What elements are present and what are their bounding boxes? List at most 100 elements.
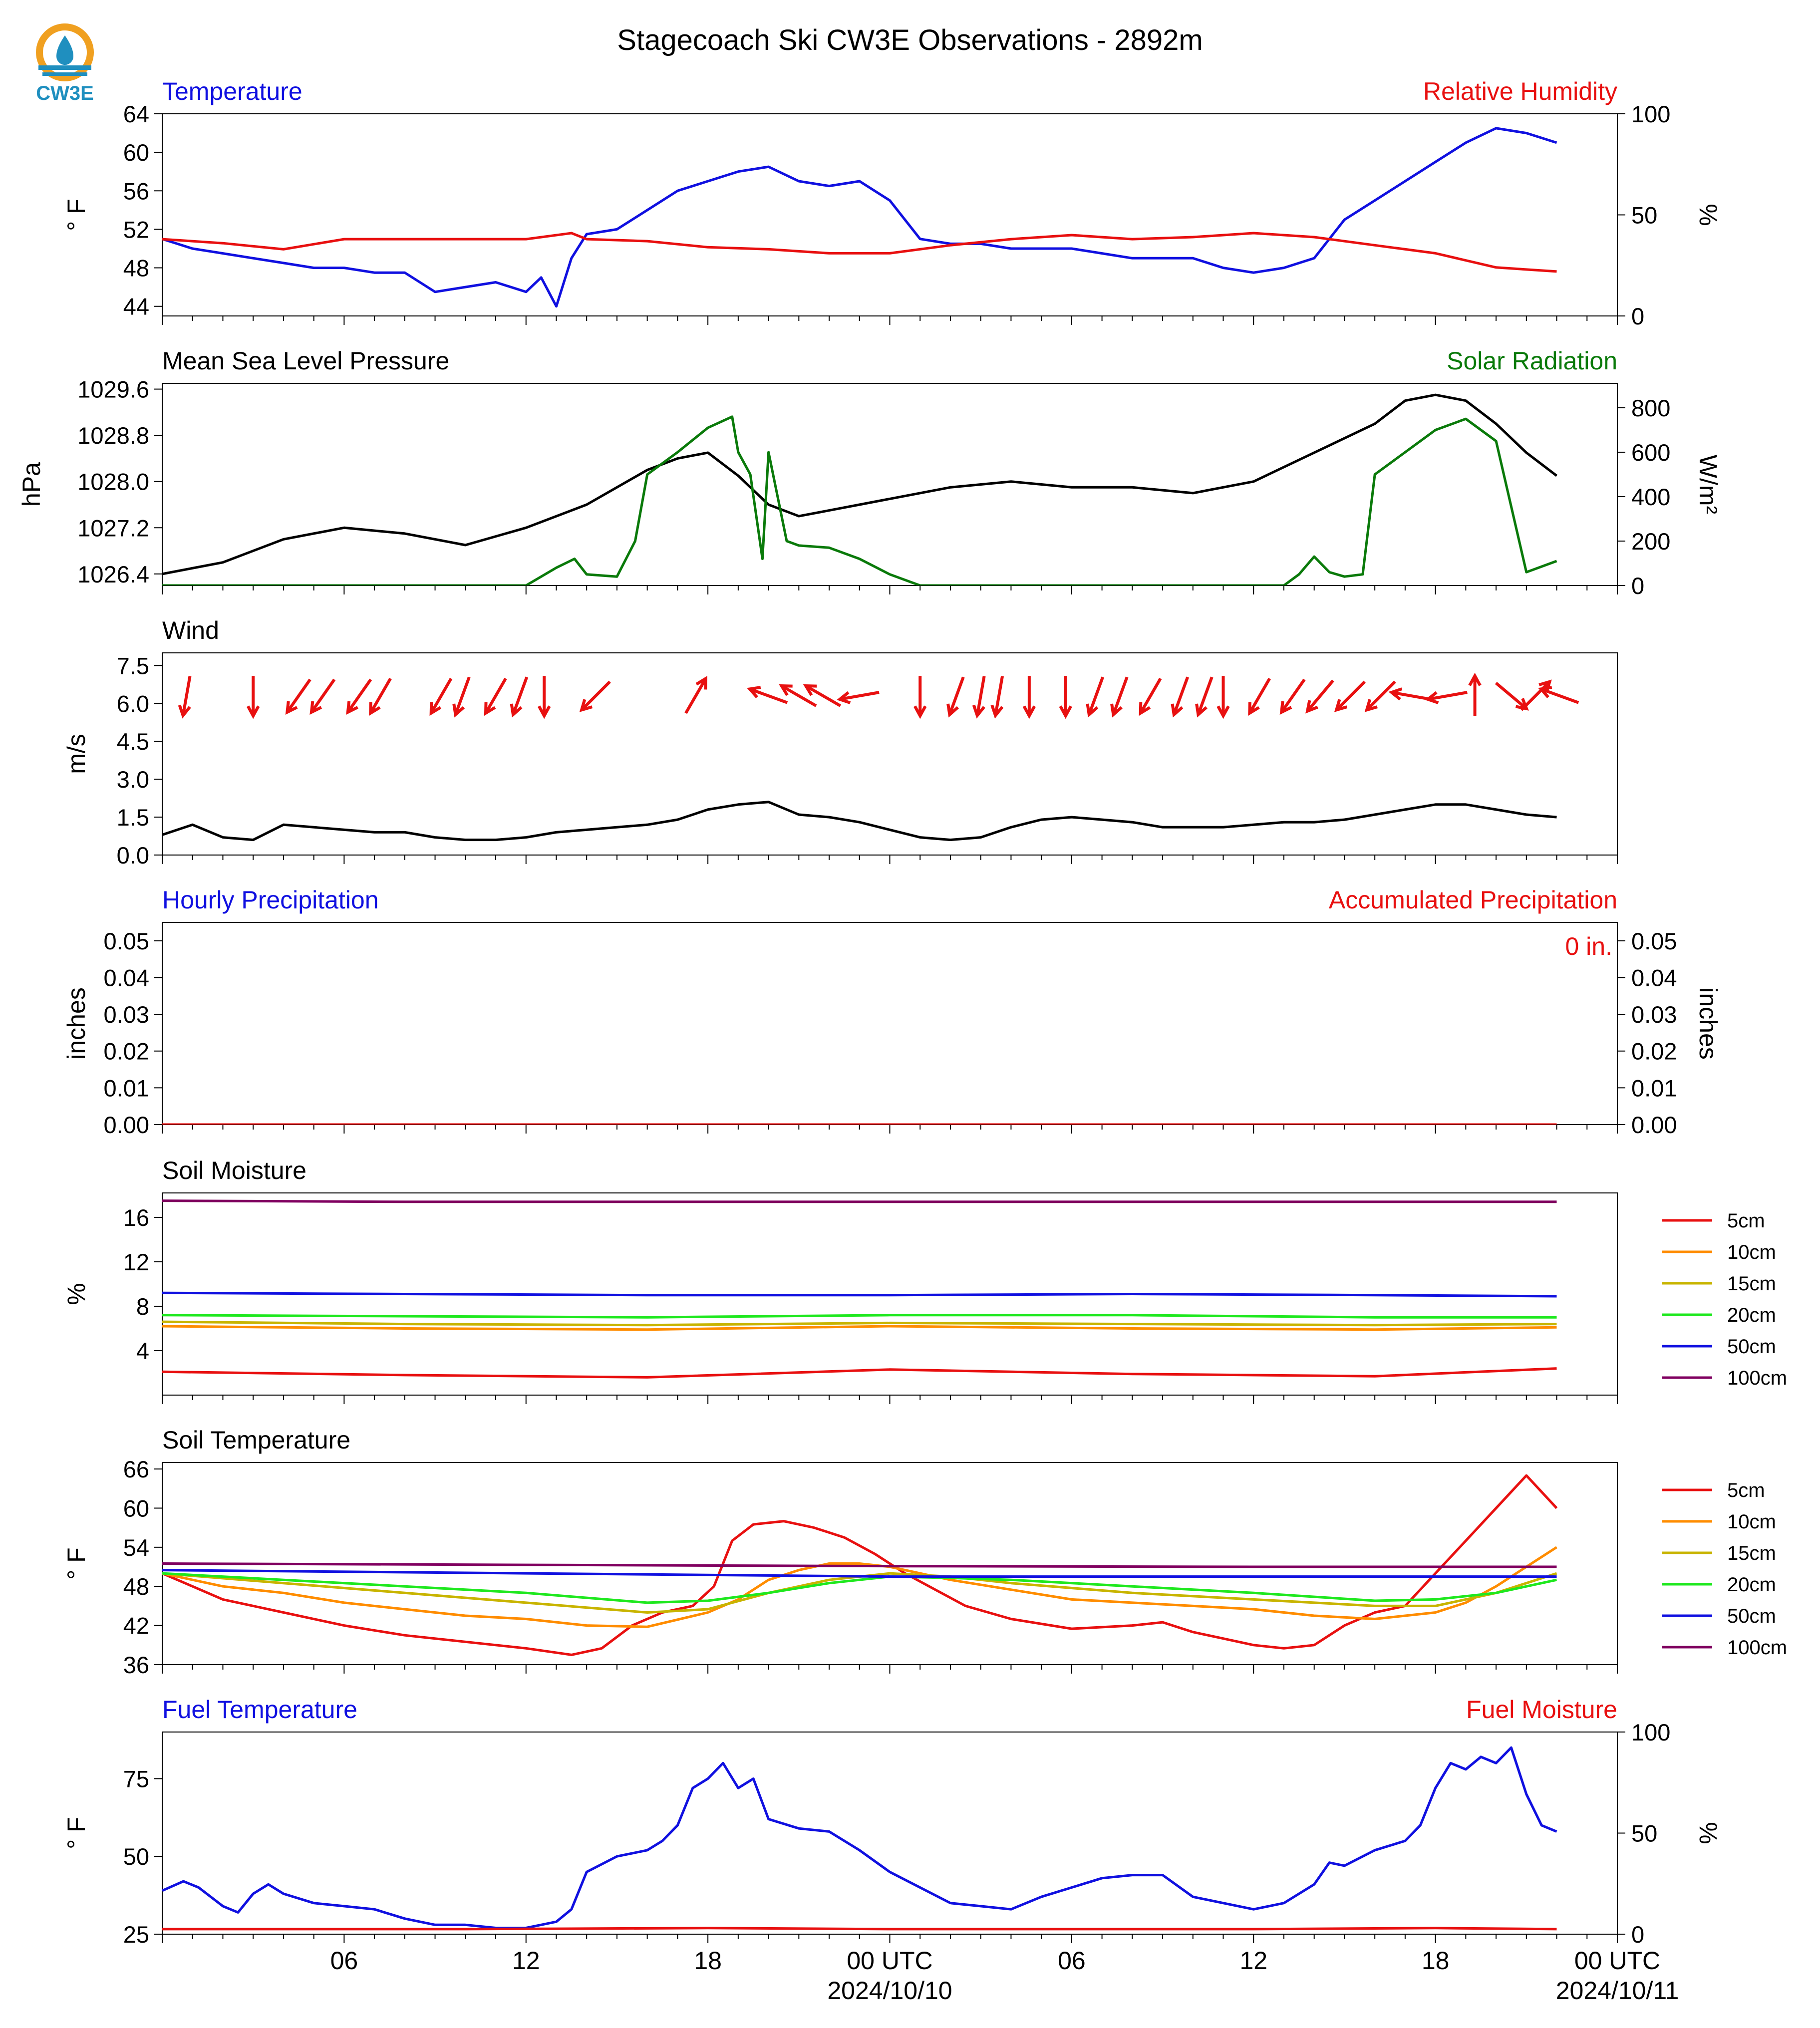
wind-arrow <box>1279 678 1306 715</box>
y-tick-label: 54 <box>123 1534 149 1561</box>
x-tick-label: 06 <box>330 1947 358 1975</box>
panel-temp_rh: Temperature Relative Humidity 44 48 52 56 60 64… <box>62 77 1722 329</box>
y-tick-label: 0.01 <box>104 1075 149 1101</box>
panel-soil_moisture: Soil Moisture 4 8 12 16% 5cm 10cm 15cm 20cm 50cm 1… <box>62 1157 1787 1404</box>
wind-arrow <box>538 676 551 719</box>
wind-arrow <box>803 684 842 707</box>
y-right-tick-label: 100 <box>1631 101 1670 127</box>
panel-title-right: Relative Humidity <box>1423 77 1617 105</box>
y-tick-label: 64 <box>123 101 149 127</box>
y-right-tick-label: 200 <box>1631 528 1670 555</box>
series-line-50cm <box>162 1291 1557 1298</box>
wind-arrow <box>1334 680 1366 712</box>
wind-arrow <box>1110 676 1129 718</box>
panels-group: Temperature Relative Humidity444852566064… <box>17 77 1787 1948</box>
y-tick-label: 1026.4 <box>77 561 149 587</box>
y-right-tick-label: 400 <box>1631 484 1670 510</box>
wind-arrow <box>946 676 965 718</box>
wind-arrow <box>1425 691 1468 704</box>
legend-entry: 10cm <box>1662 1511 1776 1533</box>
panel-precip: Hourly Precipitation Accumulated Precipit… <box>62 886 1722 1138</box>
x-date-label: 2024/10/11 <box>1556 1977 1679 2005</box>
wind-arrow <box>1248 677 1271 716</box>
series-line-temperature <box>162 127 1557 308</box>
legend-label: 100cm <box>1727 1637 1787 1659</box>
legend-label: 10cm <box>1727 1511 1776 1533</box>
y-tick-label: 0.0 <box>117 842 149 869</box>
x-tick-label: 12 <box>1239 1947 1267 1975</box>
legend-entry: 100cm <box>1662 1367 1787 1389</box>
legend-entry: 50cm <box>1662 1336 1776 1358</box>
x-tick-label: 06 <box>1058 1947 1086 1975</box>
y-tick-label: 1.5 <box>117 804 149 831</box>
panel-title-left: Wind <box>162 616 219 644</box>
wind-arrow <box>178 676 192 719</box>
y-right-tick-label: 0.05 <box>1631 928 1677 954</box>
y-tick-label: 56 <box>123 178 149 204</box>
wind-arrow <box>247 676 260 719</box>
legend-label: 10cm <box>1727 1241 1776 1263</box>
wind-arrow <box>1139 677 1162 716</box>
x-tick-label: 18 <box>1422 1947 1450 1975</box>
legend-label: 15cm <box>1727 1542 1776 1564</box>
legend-label: 100cm <box>1727 1367 1787 1389</box>
legend-entry: 100cm <box>1662 1637 1787 1659</box>
wind-arrow <box>990 676 1004 719</box>
wind-arrow <box>1171 676 1189 718</box>
series-line-20cm <box>162 1314 1557 1319</box>
wind-arrow <box>309 678 336 715</box>
series-line-solar-radiation <box>162 415 1557 585</box>
series-line-fuel-moisture <box>162 1927 1557 1931</box>
legend-entry: 50cm <box>1662 1605 1776 1627</box>
y-right-axis-label: % <box>1694 1822 1722 1844</box>
x-tick-label: 00 UTC <box>1574 1947 1660 1975</box>
wind-arrow <box>1216 676 1230 719</box>
series-line-50cm <box>162 1569 1557 1578</box>
panel-title-left: Mean Sea Level Pressure <box>162 347 449 375</box>
panel-fuel: Fuel Temperature Fuel Moisture 25 50 75 ° F 0 5… <box>62 1696 1722 1948</box>
series-line-5cm <box>162 1367 1557 1379</box>
legend-label: 20cm <box>1727 1574 1776 1596</box>
y-tick-label: 1027.2 <box>77 515 149 541</box>
y-axis-label: m/s <box>62 734 90 774</box>
y-tick-label: 8 <box>136 1293 149 1320</box>
legend-label: 50cm <box>1727 1336 1776 1358</box>
legend-entry: 15cm <box>1662 1273 1776 1295</box>
y-tick-label: 1029.6 <box>77 376 149 403</box>
plot-frame <box>162 383 1618 586</box>
y-tick-label: 6.0 <box>117 690 149 717</box>
y-tick-label: 12 <box>123 1249 149 1275</box>
panel-wind: Wind 0.0 1.5 3.0 4.5 6.0 7.5 m/s <box>62 616 1618 869</box>
legend-label: 15cm <box>1727 1273 1776 1295</box>
logo-drop-icon <box>56 35 73 65</box>
y-right-tick-label: 0 <box>1631 1921 1644 1948</box>
series-line-wind-speed <box>162 801 1557 842</box>
y-right-tick-label: 50 <box>1631 202 1657 229</box>
panel-title-left: Hourly Precipitation <box>162 886 379 914</box>
y-tick-label: 60 <box>123 1495 149 1521</box>
wind-arrow <box>285 678 311 715</box>
series-line-10cm <box>162 1325 1557 1331</box>
y-tick-label: 44 <box>123 293 149 320</box>
y-axis-label: hPa <box>17 462 45 507</box>
panel-title-right: Fuel Moisture <box>1466 1696 1617 1724</box>
panel-title-left: Soil Temperature <box>162 1426 350 1454</box>
legend-entry: 5cm <box>1662 1479 1765 1501</box>
x-tick-label: 18 <box>694 1947 722 1975</box>
y-tick-label: 1028.0 <box>77 469 149 495</box>
y-right-tick-label: 0 <box>1631 303 1644 329</box>
y-right-tick-label: 0.04 <box>1631 964 1677 991</box>
panel-title-left: Soil Moisture <box>162 1157 306 1184</box>
plot-frame <box>162 1732 1618 1935</box>
y-right-tick-label: 0.01 <box>1631 1075 1677 1101</box>
y-tick-label: 25 <box>123 1921 149 1948</box>
legend-entry: 10cm <box>1662 1241 1776 1263</box>
panel-title-left: Temperature <box>162 77 303 105</box>
legend-entry: 5cm <box>1662 1210 1765 1232</box>
legend-entry: 15cm <box>1662 1542 1776 1564</box>
y-tick-label: 0.05 <box>104 928 149 954</box>
wind-arrow <box>1495 682 1529 711</box>
y-tick-label: 0.04 <box>104 964 149 991</box>
wind-arrow <box>1364 680 1396 712</box>
